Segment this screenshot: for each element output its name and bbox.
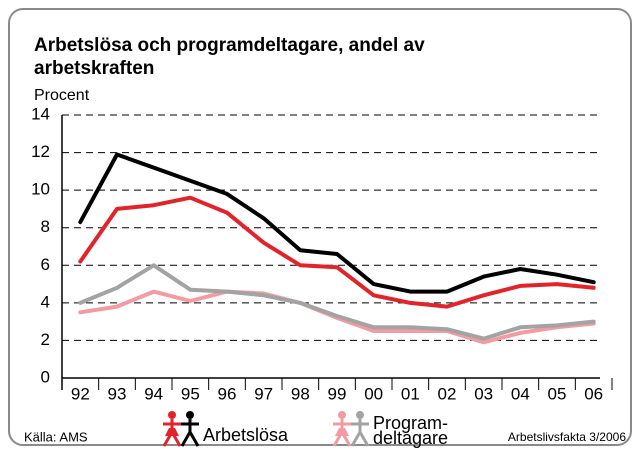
x-tick-label: 97 [254, 384, 273, 403]
legend-icon [180, 431, 200, 447]
chart-title: arbetskraften [34, 58, 154, 79]
y-tick-label: 0 [41, 367, 50, 386]
y-tick-label: 2 [41, 330, 50, 349]
x-tick-label: 06 [584, 384, 603, 403]
line-series [78, 195, 596, 309]
legend-icon [350, 431, 370, 447]
x-tick-label: 04 [511, 384, 530, 403]
legend-icon [168, 411, 176, 419]
chart-title: Arbetslösa och programdeltagare, andel a… [34, 35, 425, 56]
line-series [78, 152, 596, 294]
y-tick-label: 4 [41, 292, 50, 311]
x-tick-label: 95 [181, 384, 200, 403]
legend-icon [356, 411, 364, 419]
x-tick-label: 98 [291, 384, 310, 403]
legend-icon [165, 428, 179, 436]
x-tick-label: 94 [144, 384, 163, 403]
line-series [78, 263, 596, 341]
y-tick-label: 8 [41, 217, 50, 236]
legend-icon [338, 411, 346, 419]
y-tick-label: 12 [31, 142, 50, 161]
legend-icon [186, 411, 194, 419]
x-tick-label: 00 [364, 384, 383, 403]
x-tick-label: 05 [548, 384, 567, 403]
x-tick-label: 03 [474, 384, 493, 403]
x-tick-label: 96 [218, 384, 237, 403]
x-tick-label: 93 [108, 384, 127, 403]
x-tick-label: 02 [438, 384, 457, 403]
x-tick-label: 01 [401, 384, 420, 403]
legend-label: Program- [373, 413, 448, 433]
source: Källa: AMS [24, 429, 88, 444]
legend-icon [335, 428, 349, 436]
y-tick-label: 6 [41, 255, 50, 274]
publication: Arbetslivsfakta 3/2006 [508, 430, 626, 444]
y-tick-label: 10 [31, 180, 50, 199]
x-tick-label: 99 [328, 384, 347, 403]
legend-label: Arbetslösa [203, 425, 289, 445]
y-tick-label: 14 [31, 104, 50, 123]
legend-label: deltagare [373, 428, 448, 448]
y-axis-label: Procent [34, 87, 90, 104]
x-tick-label: 92 [71, 384, 90, 403]
